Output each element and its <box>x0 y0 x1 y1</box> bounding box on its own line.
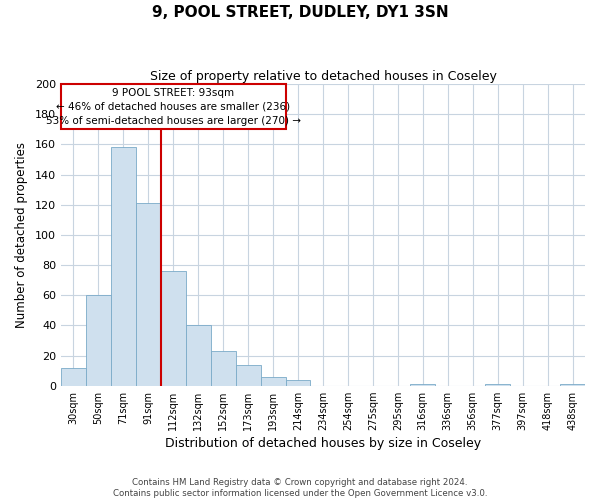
Bar <box>485 384 510 386</box>
Bar <box>86 295 111 386</box>
Bar <box>61 368 86 386</box>
Y-axis label: Number of detached properties: Number of detached properties <box>15 142 28 328</box>
Bar <box>410 384 435 386</box>
X-axis label: Distribution of detached houses by size in Coseley: Distribution of detached houses by size … <box>165 437 481 450</box>
Title: Size of property relative to detached houses in Coseley: Size of property relative to detached ho… <box>149 70 496 83</box>
Bar <box>286 380 310 386</box>
Bar <box>186 326 211 386</box>
Bar <box>236 364 260 386</box>
Text: 9, POOL STREET, DUDLEY, DY1 3SN: 9, POOL STREET, DUDLEY, DY1 3SN <box>152 5 448 20</box>
Bar <box>560 384 585 386</box>
Bar <box>161 271 186 386</box>
Bar <box>136 204 161 386</box>
Bar <box>111 148 136 386</box>
Bar <box>260 376 286 386</box>
Bar <box>211 351 236 386</box>
Text: Contains HM Land Registry data © Crown copyright and database right 2024.
Contai: Contains HM Land Registry data © Crown c… <box>113 478 487 498</box>
FancyBboxPatch shape <box>61 84 286 130</box>
Text: 9 POOL STREET: 93sqm
← 46% of detached houses are smaller (236)
53% of semi-deta: 9 POOL STREET: 93sqm ← 46% of detached h… <box>46 88 301 126</box>
